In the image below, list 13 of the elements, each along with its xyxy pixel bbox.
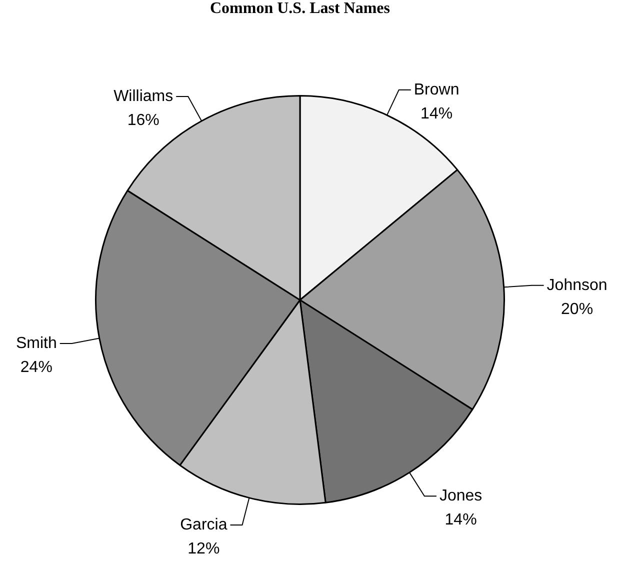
- data-label: 12%: [188, 540, 220, 558]
- slice-label: Williams: [114, 88, 174, 105]
- slice-label: Johnson: [546, 276, 608, 294]
- data-label: 14%: [444, 512, 477, 528]
- slice-label: Jones: [439, 488, 482, 504]
- data-label: 24%: [20, 358, 52, 376]
- slice-label: Garcia: [180, 516, 228, 534]
- slice-label: Brown: [414, 81, 460, 98]
- data-label: 20%: [561, 300, 594, 318]
- data-label: 16%: [127, 112, 160, 129]
- slice-label: Smith: [16, 334, 57, 352]
- data-label: 14%: [420, 105, 453, 122]
- chart-title: Common U.S. Last Names: [209, 0, 391, 19]
